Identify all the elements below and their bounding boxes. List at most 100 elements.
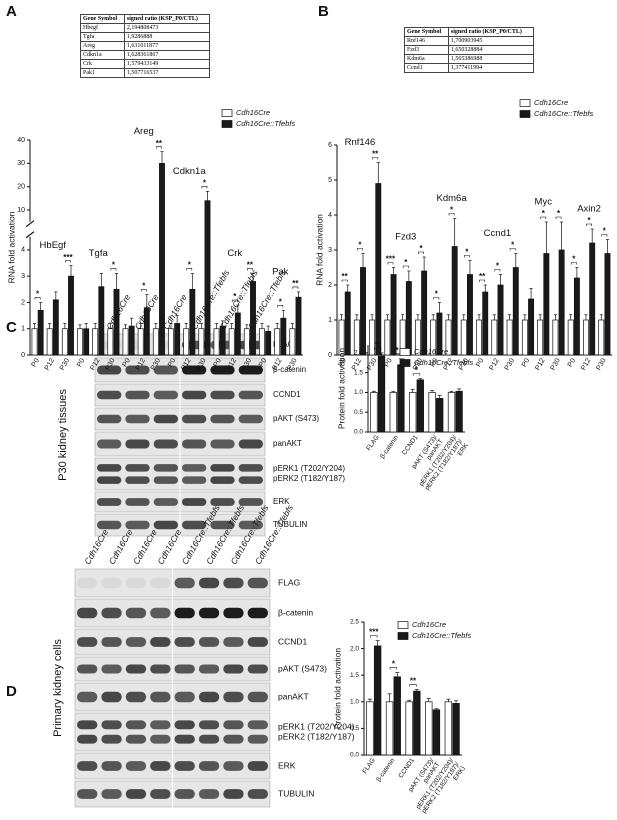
blot-band [125, 691, 147, 703]
blot-band [97, 498, 122, 506]
x-tick-label-text: P30 [59, 357, 71, 371]
x-tick-label: β-catenin [379, 434, 400, 460]
band-label: CCND1 [278, 636, 308, 646]
band-label: pERK1 (T202/Y204) [278, 721, 355, 731]
blot-band [247, 637, 268, 647]
x-tick-label-text: P12 [488, 357, 500, 371]
bar [552, 319, 559, 356]
bar [436, 398, 444, 433]
blot-band [97, 464, 122, 472]
blot-band [223, 637, 244, 647]
x-tick-label-text: FLAG [361, 757, 376, 775]
blot-band [150, 607, 171, 619]
blot-band [153, 520, 178, 530]
blot-band [153, 365, 178, 375]
bar [444, 701, 453, 756]
significance-bracket [463, 255, 470, 258]
band-label: CCND1 [273, 390, 301, 399]
blot-band [238, 476, 263, 484]
bar [219, 325, 226, 356]
x-tick-label-text: P0 [213, 357, 223, 368]
table-b: Gene Symbol signed ratio (KSP_P0/CTL) Rnf1… [404, 27, 535, 73]
x-tick-label: P0 [122, 357, 132, 368]
group-label: HbEgf [40, 240, 67, 251]
blot-band [77, 789, 98, 799]
bar [360, 267, 366, 356]
table-row: Pak1 1,507716537 [80, 68, 211, 78]
bar [598, 319, 605, 356]
bar [409, 392, 417, 433]
bar [143, 307, 150, 356]
blot-band [125, 439, 150, 449]
blot-band [125, 520, 150, 530]
bar [213, 328, 220, 356]
bar [537, 319, 544, 356]
blot-band [198, 577, 220, 589]
blot-band [210, 414, 235, 424]
band-label: panAKT [273, 439, 302, 448]
bar [604, 253, 611, 356]
x-tick-label-text: P30 [550, 357, 562, 371]
blot-band [174, 664, 195, 674]
table-a: Gene Symbol signed ratio (KSP_P0/CTL) Hbeg… [80, 14, 211, 78]
blot-band [223, 789, 244, 799]
blot-band [150, 761, 171, 771]
bar [46, 328, 53, 356]
bar [425, 701, 433, 756]
bar [451, 246, 458, 356]
blot-band [247, 691, 268, 703]
x-tick-label: P0 [213, 357, 223, 368]
significance-bracket [277, 305, 284, 308]
y-tick-label: 6 [328, 142, 332, 149]
band-label: TUBULIN [273, 520, 307, 529]
blot-band [125, 464, 150, 472]
blot-band [182, 365, 207, 375]
significance-bracket [570, 262, 577, 265]
x-tick-label-text: β-catenin [375, 757, 396, 783]
y-tick-label: 3 [328, 247, 332, 254]
bar [455, 390, 463, 433]
bar [506, 319, 513, 356]
x-tick-label: P0 [31, 357, 41, 368]
blot-band [153, 476, 178, 484]
blot-band [247, 664, 268, 674]
blot-band [125, 637, 147, 647]
bar [428, 392, 436, 433]
blot-band [210, 390, 235, 400]
legend-label: Cdh16Cre [414, 347, 448, 356]
bar [68, 275, 74, 356]
significance-label: * [450, 206, 454, 215]
group-label: Myc [535, 197, 553, 208]
y-tick-label: 3 [21, 273, 25, 280]
significance-label: *** [63, 253, 73, 262]
significance-bracket [479, 279, 486, 282]
blot-band [150, 734, 171, 744]
x-tick-label-text: P30 [595, 357, 607, 371]
blot-band [125, 365, 150, 375]
significance-label: ** [292, 279, 299, 288]
significance-bracket [201, 186, 208, 189]
significance-label: ** [479, 272, 486, 281]
bar [528, 298, 535, 356]
significance-bracket [389, 667, 398, 670]
group-label: Tgfa [89, 248, 109, 259]
blot-band [97, 439, 122, 449]
y-tick-label: 1.0 [354, 389, 363, 396]
significance-bracket [586, 223, 592, 226]
bar [98, 286, 105, 356]
legend-swatch [519, 110, 531, 118]
bar [491, 319, 498, 356]
blot-band [77, 734, 98, 744]
blot-band [77, 761, 98, 771]
band-label: pERK2 (T182/Y187) [273, 474, 345, 483]
x-tick-label: FLAG [365, 434, 380, 452]
blot-band [77, 691, 98, 703]
bar [413, 690, 421, 756]
bar [405, 701, 413, 756]
significance-bracket [402, 265, 409, 268]
blot-band [77, 664, 98, 674]
y-tick-label: 1 [328, 317, 332, 324]
x-tick-label: P30 [550, 357, 562, 371]
bar [344, 291, 351, 356]
panel-letter: B [318, 3, 329, 20]
